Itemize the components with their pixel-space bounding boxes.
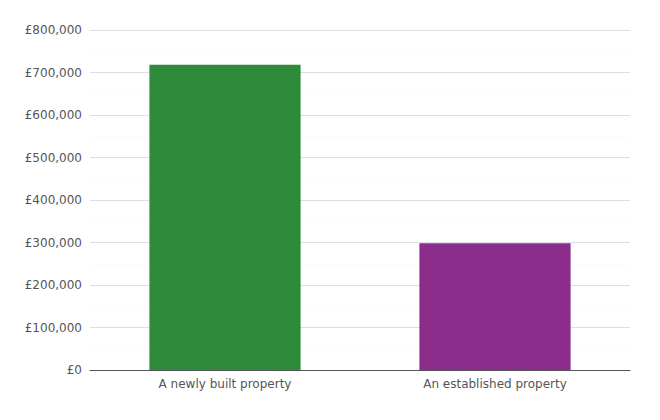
svg-text:A newly built property: A newly built property	[159, 377, 292, 391]
svg-text:£100,000: £100,000	[25, 321, 82, 335]
svg-text:£300,000: £300,000	[25, 236, 82, 250]
svg-text:£400,000: £400,000	[25, 193, 82, 207]
svg-text:An established property: An established property	[423, 377, 567, 391]
svg-text:£600,000: £600,000	[25, 108, 82, 122]
svg-text:£500,000: £500,000	[25, 151, 82, 165]
svg-text:£700,000: £700,000	[25, 66, 82, 80]
svg-text:£0: £0	[67, 363, 82, 377]
svg-text:£200,000: £200,000	[25, 278, 82, 292]
svg-text:£800,000: £800,000	[25, 23, 82, 37]
